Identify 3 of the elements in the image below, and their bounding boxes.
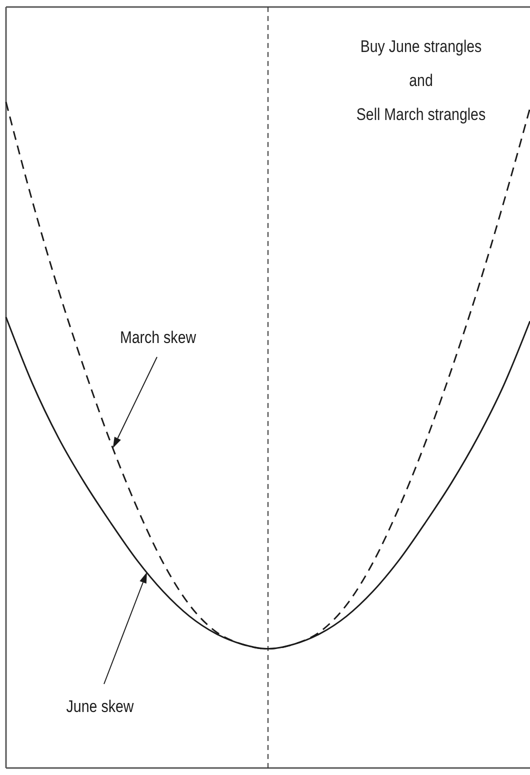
annotation: Buy June strangles and Sell March strangles: [356, 38, 486, 124]
text: March skew: [120, 328, 197, 348]
text: June skew: [66, 698, 134, 716]
